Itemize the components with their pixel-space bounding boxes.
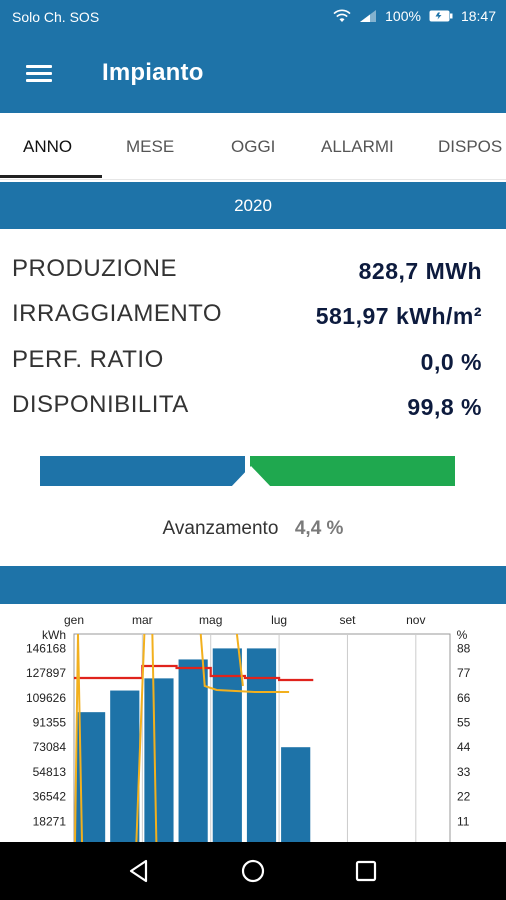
x-tick-label: gen (64, 613, 84, 627)
hamburger-menu-icon[interactable] (26, 65, 52, 83)
chart-svg: gen mar mag lug set nov kWh % 146168 127897 109626… (26, 613, 471, 842)
battery-level: 100% (385, 8, 421, 24)
system-nav-bar (0, 842, 506, 900)
stat-value: 99,8 % (407, 394, 482, 420)
y-right-tick-label: 55 (457, 716, 471, 730)
wifi-icon (333, 9, 351, 22)
active-tab-indicator (0, 175, 102, 178)
carrier-name: Solo Ch. SOS (12, 9, 100, 25)
stat-perf-ratio: PERF. RATIO 0,0 % (12, 346, 482, 386)
stat-value: 581,97 kWh/m² (315, 303, 482, 329)
stat-value: 828,7 MWh (358, 258, 482, 284)
stat-value: 0,0 % (420, 349, 482, 375)
y-right-tick-label: 22 (457, 790, 471, 804)
progress-segment-elapsed (40, 456, 245, 486)
y-left-tick-label: 109626 (26, 691, 66, 705)
production-chart: gen mar mag lug set nov kWh% 146168 127897 109626… (0, 604, 506, 842)
y-right-tick-label: 44 (457, 740, 471, 754)
status-bar: Solo Ch. SOS 100% 18:47 (0, 0, 506, 35)
x-tick-label: nov (406, 613, 425, 627)
progress-value: 4,4 % (294, 518, 344, 539)
chart-bar (178, 659, 208, 842)
chart-bar (246, 648, 277, 842)
y-right-tick-label: 66 (457, 691, 471, 705)
y-right-tick-label: 33 (457, 765, 471, 779)
year-header[interactable]: 2020 (0, 182, 506, 229)
chart-bar (281, 747, 311, 842)
progress-segment-remaining (250, 456, 455, 486)
battery-icon (429, 10, 453, 22)
x-tick-label: lug (271, 613, 287, 627)
stat-disponibilita: DISPONIBILITA 99,8 % (12, 391, 482, 431)
x-tick-label: mar (132, 613, 153, 627)
y-left-tick-label: 91355 (33, 716, 67, 730)
signal-icon (360, 10, 377, 22)
y-left-unit-label: kWh (42, 628, 66, 642)
clock: 18:47 (460, 8, 496, 24)
tab-oggi[interactable]: OGGI (231, 137, 276, 156)
page-title: Impianto (102, 59, 204, 86)
tab-bar: ANNO MESE OGGI ALLARMI DISPOS (0, 113, 506, 180)
progress-marker-icon (230, 466, 272, 488)
tab-anno[interactable]: ANNO (23, 137, 73, 156)
progress-summary: Avanzamento 4,4 % (0, 518, 506, 540)
tab-dispositivi[interactable]: DISPOS (438, 137, 503, 156)
chart-line-orange (74, 633, 290, 842)
y-right-tick-label: 88 (457, 641, 471, 655)
progress-label: Avanzamento (162, 518, 279, 539)
chart-header-bar (0, 566, 506, 604)
tab-allarmi[interactable]: ALLARMI (321, 137, 394, 156)
y-right-unit-label: % (457, 628, 468, 642)
y-right-tick-label: 77 (457, 666, 471, 680)
status-icons: 100% 18:47 (333, 8, 496, 24)
y-right-tick-label: 11 (457, 814, 470, 828)
stat-label: IRRAGGIAMENTO (12, 300, 223, 327)
y-left-tick-label: 146168 (26, 641, 66, 655)
chart-bar (212, 648, 242, 842)
progress-bar (40, 456, 455, 488)
chart-bar (110, 690, 140, 842)
back-icon[interactable] (126, 858, 152, 884)
stat-produzione: PRODUZIONE 828,7 MWh (12, 255, 482, 295)
y-left-tick-label: 127897 (26, 666, 66, 680)
home-icon[interactable] (240, 858, 266, 884)
chart-bar (144, 678, 174, 842)
y-left-tick-label: 54813 (33, 765, 67, 779)
y-left-tick-label: 36542 (33, 790, 67, 804)
y-left-tick-label: 73084 (33, 740, 67, 754)
y-left-tick-label: 18271 (33, 814, 67, 828)
tab-mese[interactable]: MESE (126, 137, 175, 156)
app-bar: Impianto (0, 35, 506, 113)
recent-apps-icon[interactable] (354, 859, 378, 883)
stat-label: PERF. RATIO (12, 346, 164, 373)
x-tick-label: mag (199, 613, 222, 627)
stat-label: DISPONIBILITA (12, 391, 189, 418)
x-tick-label: set (339, 613, 356, 627)
stat-irraggiamento: IRRAGGIAMENTO 581,97 kWh/m² (12, 300, 482, 340)
chart-frame (73, 633, 451, 842)
stat-label: PRODUZIONE (12, 255, 178, 282)
